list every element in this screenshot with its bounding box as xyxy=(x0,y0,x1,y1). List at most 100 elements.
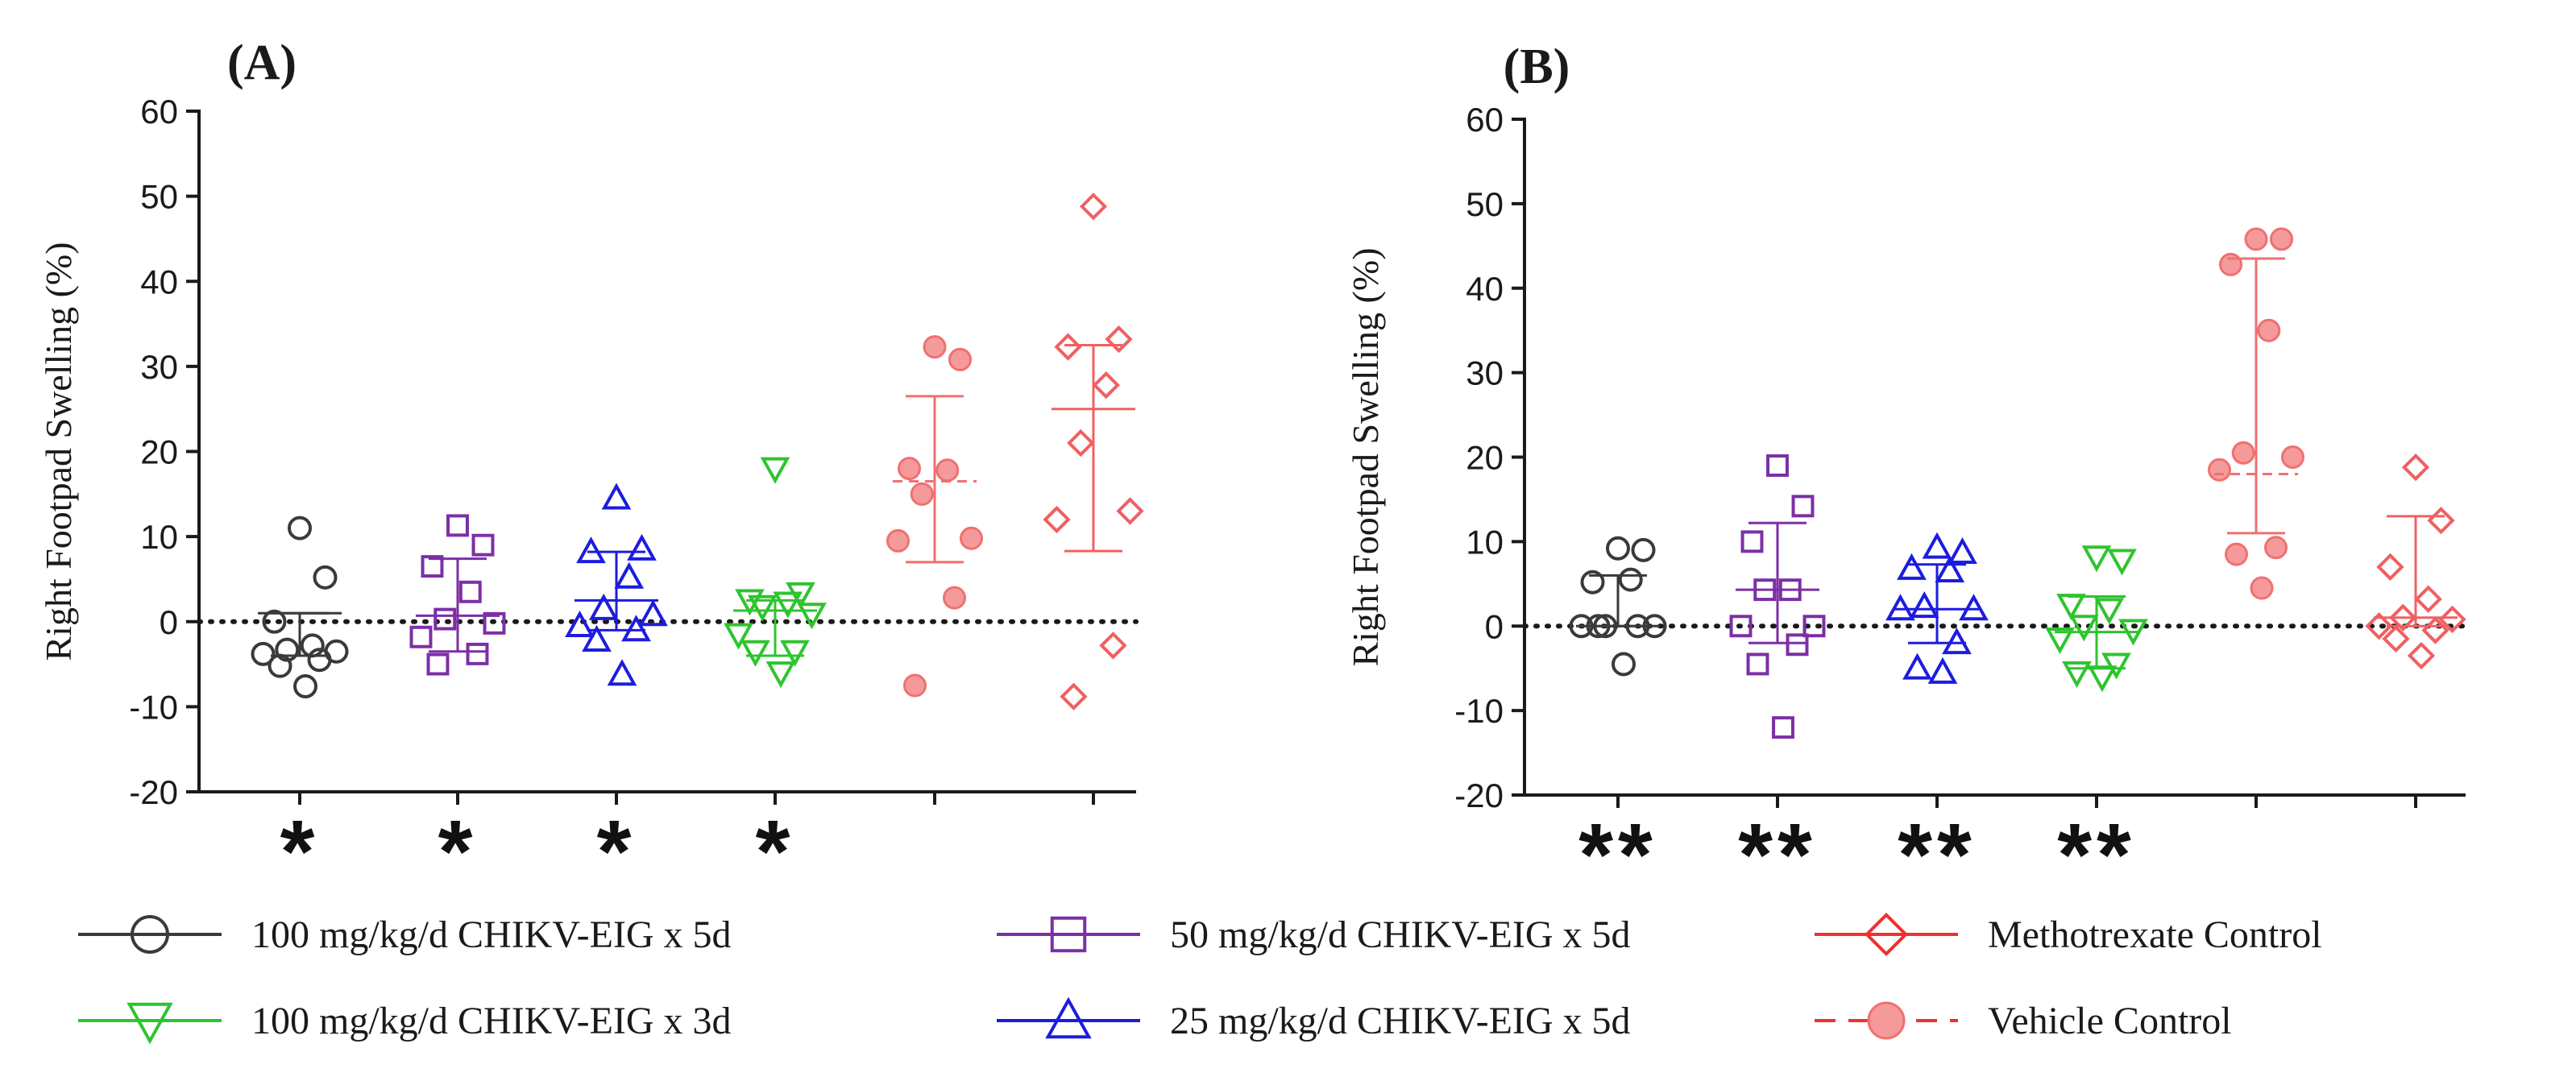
data-point xyxy=(1935,556,1965,583)
data-point xyxy=(2438,605,2466,633)
legend-label: 50 mg/kg/d CHIKV-EIG x 5d xyxy=(1170,913,1631,956)
data-point xyxy=(1092,371,1120,400)
data-point xyxy=(1927,656,1958,684)
data-point xyxy=(1740,530,1764,553)
data-point xyxy=(446,514,469,537)
data-point xyxy=(2056,594,2086,621)
y-tick-label: 10 xyxy=(1466,523,1504,561)
legend-label: 100 mg/kg/d CHIKV-EIG x 3d xyxy=(251,1000,732,1042)
data-point xyxy=(2062,661,2092,688)
data-point xyxy=(2087,665,2118,693)
data-point xyxy=(582,624,612,652)
data-point xyxy=(747,594,778,622)
data-point xyxy=(886,528,910,553)
legend-label: 100 mg/kg/d CHIKV-EIG x 5d xyxy=(251,913,732,956)
data-point xyxy=(2081,545,2112,573)
data-point xyxy=(2231,441,2255,465)
panel-label: (B) xyxy=(1504,39,1570,94)
data-point xyxy=(740,640,770,667)
data-point xyxy=(2427,507,2455,535)
data-point xyxy=(1802,615,1826,638)
significance-label: ** xyxy=(1738,806,1817,905)
y-tick-label: 50 xyxy=(140,178,178,216)
data-point xyxy=(1772,716,1794,739)
legend-label: 25 mg/kg/d CHIKV-EIG x 5d xyxy=(1170,1000,1631,1042)
y-tick-label: 0 xyxy=(1485,607,1504,645)
data-point xyxy=(588,593,619,620)
y-tick-label: -20 xyxy=(1454,777,1504,814)
data-point xyxy=(307,648,332,673)
data-point xyxy=(903,673,927,698)
data-point xyxy=(614,561,645,589)
data-point xyxy=(1612,652,1636,677)
data-point xyxy=(466,642,489,665)
data-point xyxy=(780,640,810,667)
data-point xyxy=(1897,553,1927,580)
data-point xyxy=(293,674,317,699)
data-point xyxy=(2414,585,2442,613)
legend-marker xyxy=(131,915,169,954)
data-point xyxy=(948,347,972,371)
significance-label: ** xyxy=(1898,806,1977,905)
legend: 100 mg/kg/d CHIKV-EIG x 5d 50 mg/kg/d CHI… xyxy=(78,912,2322,1045)
y-axis-label: Right Footpad Swelling (%) xyxy=(38,242,79,661)
data-point xyxy=(943,586,966,610)
panel-a: (A) Right Footpad Swelling (%) -20 -10 0 10 20… xyxy=(38,35,1144,901)
group-1: ** xyxy=(1729,454,1826,905)
data-point xyxy=(2257,318,2281,342)
group-2: * xyxy=(565,483,668,901)
data-point xyxy=(1729,615,1753,638)
data-point xyxy=(2407,641,2436,670)
group-4 xyxy=(886,335,983,698)
group-4 xyxy=(2208,227,2304,600)
y-tick-label: 30 xyxy=(1466,354,1504,392)
data-point xyxy=(607,659,637,686)
legend-marker xyxy=(1864,912,1909,957)
data-point xyxy=(2376,553,2404,581)
legend-item: 100 mg/kg/d CHIKV-EIG x 3d xyxy=(78,1000,732,1045)
y-tick-label: 40 xyxy=(1466,270,1504,308)
data-point xyxy=(2401,453,2430,482)
group-2: ** xyxy=(1885,532,1989,905)
data-point xyxy=(409,625,433,648)
y-tick-label: 20 xyxy=(1466,439,1504,477)
data-point xyxy=(565,610,595,637)
y-tick-label: 50 xyxy=(1466,185,1504,223)
significance-label: * xyxy=(756,802,795,901)
data-point xyxy=(2264,536,2288,560)
data-point xyxy=(773,591,803,619)
data-point xyxy=(2389,603,2417,632)
data-point xyxy=(1079,193,1108,221)
data-point xyxy=(288,516,312,540)
data-point xyxy=(1060,682,1088,710)
data-point xyxy=(2365,612,2393,640)
data-point xyxy=(960,526,983,550)
group-5 xyxy=(1043,193,1144,710)
y-tick-label: 60 xyxy=(140,93,178,130)
data-point xyxy=(627,533,657,561)
significance-label: ** xyxy=(2057,806,2136,905)
data-point xyxy=(898,457,921,481)
y-tick-label: 10 xyxy=(140,518,178,556)
data-point xyxy=(471,533,495,557)
y-tick-label: -20 xyxy=(129,773,178,811)
data-point xyxy=(910,482,934,506)
data-point xyxy=(1105,325,1133,354)
y-tick-label: 20 xyxy=(140,433,178,471)
group-3: * xyxy=(724,457,827,901)
data-point xyxy=(638,599,668,627)
data-point xyxy=(2281,445,2304,469)
data-point xyxy=(1580,569,1605,594)
data-point xyxy=(760,457,790,484)
significance-label: * xyxy=(597,802,637,901)
significance-label: ** xyxy=(1578,806,1657,905)
group-5 xyxy=(2365,453,2466,670)
y-tick-label: 0 xyxy=(160,603,178,641)
significance-label: * xyxy=(280,802,320,901)
data-point xyxy=(2225,542,2248,566)
data-point xyxy=(2244,227,2268,251)
data-point xyxy=(2107,549,2137,576)
data-point xyxy=(1067,429,1095,458)
data-point xyxy=(1631,537,1656,562)
